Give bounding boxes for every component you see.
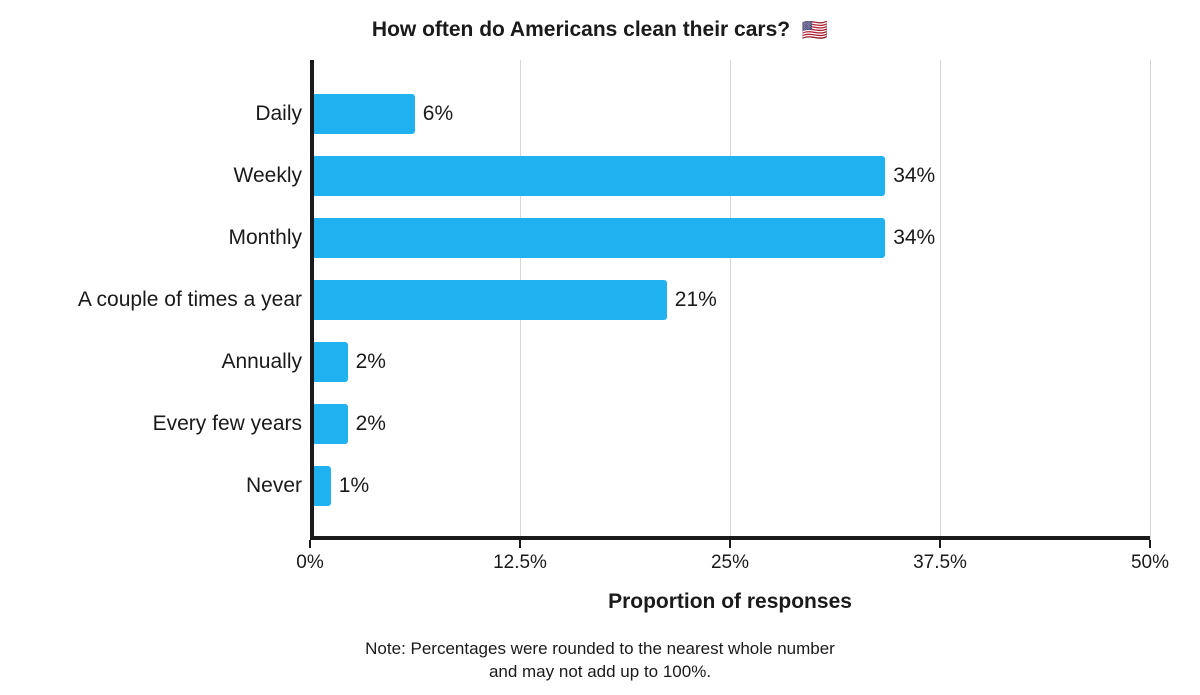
bar [314, 280, 667, 320]
bar-value-label: 21% [675, 288, 717, 312]
x-tick [729, 540, 731, 548]
bar-value-label: 1% [339, 474, 369, 498]
footnote-line-1: Note: Percentages were rounded to the ne… [365, 639, 835, 658]
footnote-line-2: and may not add up to 100%. [489, 662, 711, 681]
category-label: Never [246, 474, 314, 498]
x-tick [1149, 540, 1151, 548]
category-label: Monthly [228, 226, 314, 250]
y-axis [310, 60, 314, 540]
x-tick [309, 540, 311, 548]
bar-value-label: 2% [356, 412, 386, 436]
category-label: Every few years [153, 412, 314, 436]
x-tick-label: 37.5% [913, 552, 967, 574]
category-label: Daily [255, 102, 314, 126]
bar-value-label: 2% [356, 350, 386, 374]
bar [314, 466, 331, 506]
bar [314, 94, 415, 134]
chart-footnote: Note: Percentages were rounded to the ne… [0, 638, 1200, 684]
x-tick-label: 12.5% [493, 552, 547, 574]
x-tick-label: 0% [296, 552, 323, 574]
bar-value-label: 34% [893, 164, 935, 188]
bar-value-label: 6% [423, 102, 453, 126]
gridline [940, 60, 941, 540]
category-label: Annually [221, 350, 314, 374]
x-tick-label: 25% [711, 552, 749, 574]
bar-value-label: 34% [893, 226, 935, 250]
chart-title-text: How often do Americans clean their cars? [372, 18, 790, 41]
us-flag-icon: 🇺🇸 [802, 20, 828, 41]
gridline [1150, 60, 1151, 540]
x-axis [310, 536, 1150, 540]
bar [314, 342, 348, 382]
chart-title: How often do Americans clean their cars?… [0, 18, 1200, 42]
category-label: A couple of times a year [78, 288, 314, 312]
x-tick [939, 540, 941, 548]
x-tick [519, 540, 521, 548]
x-axis-title: Proportion of responses [310, 590, 1150, 614]
bar [314, 218, 885, 258]
x-tick-label: 50% [1131, 552, 1169, 574]
gridline [730, 60, 731, 540]
bar [314, 156, 885, 196]
chart-plot-area: Proportion of responses 0%12.5%25%37.5%5… [310, 60, 1150, 540]
category-label: Weekly [234, 164, 314, 188]
bar [314, 404, 348, 444]
